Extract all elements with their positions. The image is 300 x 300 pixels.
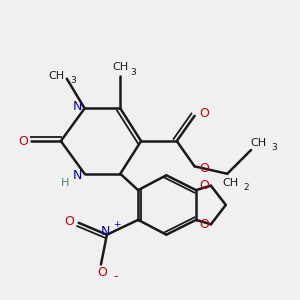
Text: N: N xyxy=(101,225,110,238)
Text: O: O xyxy=(200,179,209,192)
Text: O: O xyxy=(64,215,74,228)
Text: O: O xyxy=(199,162,209,175)
Text: CH: CH xyxy=(223,178,239,188)
Text: N: N xyxy=(73,169,82,182)
Text: CH: CH xyxy=(250,138,266,148)
Text: CH: CH xyxy=(112,62,128,72)
Text: -: - xyxy=(113,270,118,284)
Text: N: N xyxy=(73,100,82,113)
Text: 3: 3 xyxy=(70,76,76,85)
Text: O: O xyxy=(19,135,28,148)
Text: 2: 2 xyxy=(244,183,249,192)
Text: 3: 3 xyxy=(131,68,137,77)
Text: O: O xyxy=(200,218,209,231)
Text: O: O xyxy=(98,266,107,279)
Text: H: H xyxy=(61,178,70,188)
Text: +: + xyxy=(114,220,121,229)
Text: O: O xyxy=(199,107,209,120)
Text: 3: 3 xyxy=(272,142,277,152)
Text: CH: CH xyxy=(48,71,64,81)
